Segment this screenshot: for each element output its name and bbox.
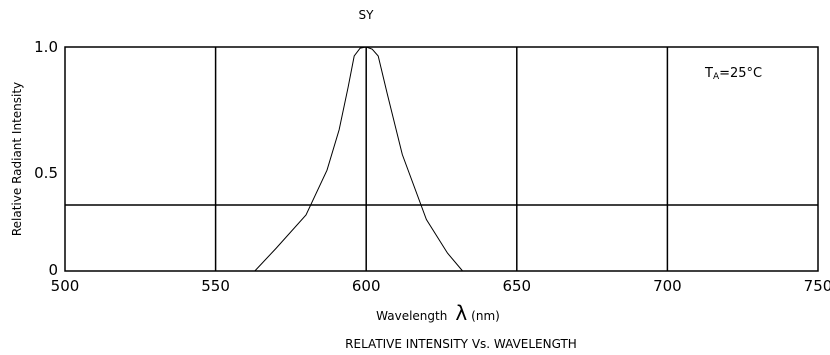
x-tick-750: 750 [804,277,830,295]
y-tick-0: 0 [48,261,58,279]
plot-frame [64,46,819,272]
x-tick-labels: 500 550 600 650 700 750 [51,277,830,295]
x-tick-700: 700 [653,277,682,295]
x-tick-500: 500 [51,277,80,295]
x-tick-550: 550 [201,277,230,295]
gridlines [65,47,818,271]
y-tick-labels: 0 0.5 1.0 [34,38,58,279]
x-tick-600: 600 [352,277,381,295]
x-tick-650: 650 [502,277,531,295]
y-axis-label: Relative Radiant Intensity [10,82,24,236]
x-axis-label: Wavelength λ (nm) [376,301,500,325]
chart-title: RELATIVE INTENSITY Vs. WAVELENGTH [345,337,577,351]
series-label: SY [359,8,375,22]
temperature-annotation: TA=25°C [704,66,762,82]
data-line-sy [254,46,463,272]
y-tick-0.5: 0.5 [34,164,58,182]
y-tick-1.0: 1.0 [34,38,58,56]
